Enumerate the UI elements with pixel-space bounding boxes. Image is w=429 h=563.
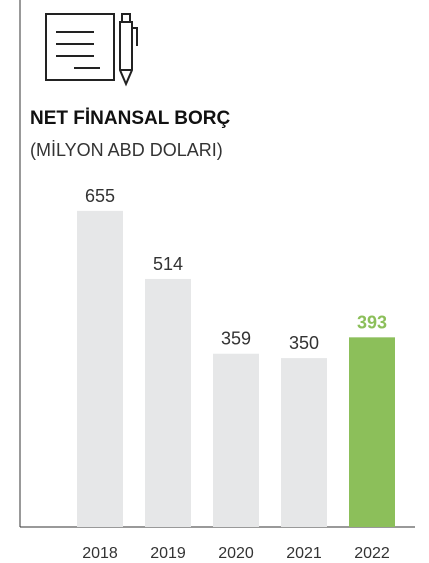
x-tick-label: 2022 — [354, 545, 390, 562]
document-icon — [45, 13, 138, 87]
x-tick-label: 2018 — [82, 545, 118, 562]
x-tick-label: 2020 — [218, 545, 254, 562]
x-tick-label: 2021 — [286, 545, 322, 562]
icon-pen — [119, 13, 138, 87]
chart-subtitle: (MİLYON ABD DOLARI) — [30, 140, 223, 160]
value-label: 350 — [289, 333, 319, 353]
bar — [213, 353, 259, 527]
value-label: 359 — [221, 329, 251, 349]
chart-title: NET FİNANSAL BORÇ — [30, 108, 230, 129]
icon-paper — [45, 13, 115, 81]
bar — [349, 337, 395, 527]
bar — [145, 278, 191, 527]
value-label: 393 — [357, 312, 387, 332]
x-tick-label: 2019 — [150, 545, 186, 562]
value-label: 655 — [85, 186, 115, 206]
value-label: 514 — [153, 254, 183, 274]
bar — [281, 358, 327, 527]
bar — [77, 210, 123, 527]
